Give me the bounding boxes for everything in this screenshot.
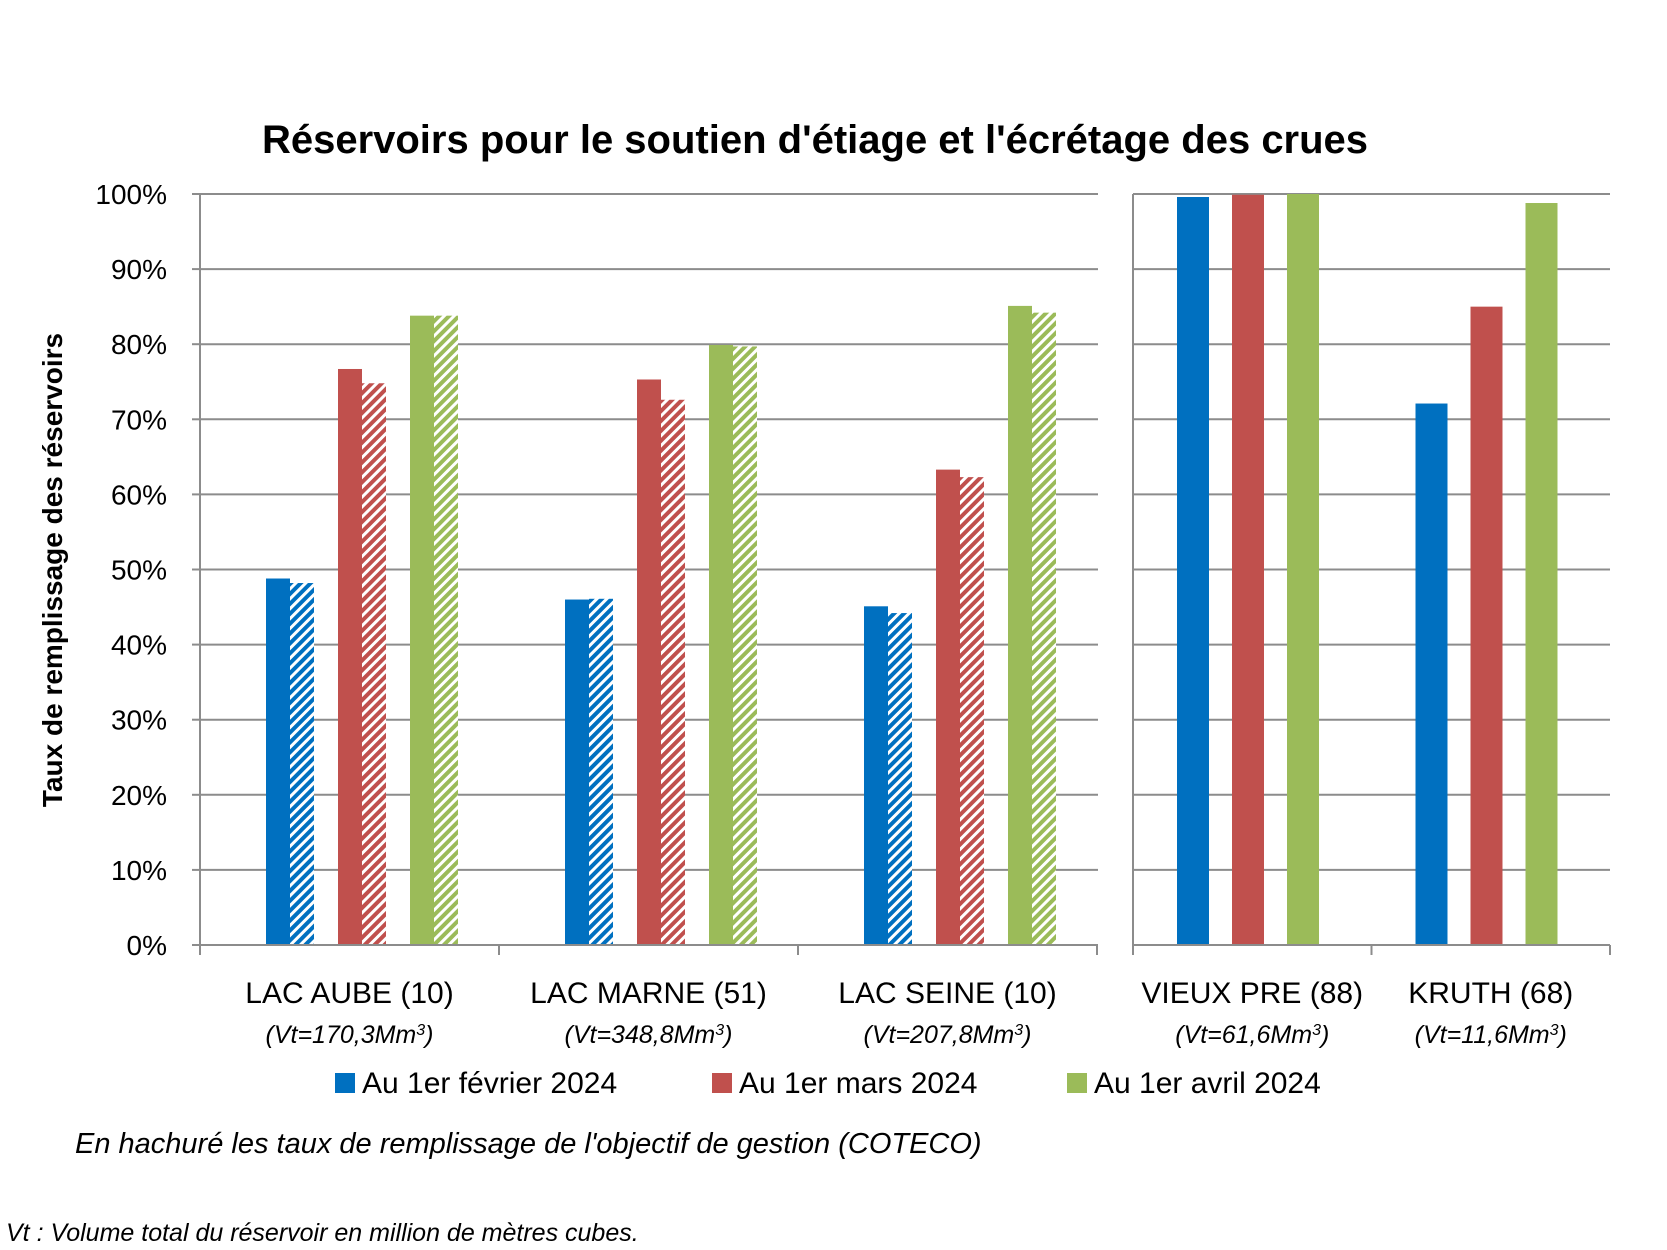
category-label: LAC AUBE (10): [245, 977, 453, 1010]
legend-swatch-avril: [1067, 1073, 1087, 1093]
category-volume-label: (Vt=348,8Mm3): [565, 1021, 733, 1049]
y-tick-label: 40%: [111, 630, 167, 661]
y-tick-label: 70%: [111, 404, 167, 435]
axes: [192, 193, 1611, 955]
legend-item-fevrier: Au 1er février 2024: [335, 1067, 617, 1100]
bar-mars: [1470, 306, 1503, 945]
bar-fevrier: [864, 606, 888, 945]
legend-item-mars: Au 1er mars 2024: [712, 1067, 977, 1100]
y-tick-label: 30%: [111, 705, 167, 736]
bar-objective-avril: [1032, 312, 1056, 946]
bar-objective-mars: [661, 399, 685, 945]
legend-label-fevrier: Au 1er février 2024: [362, 1067, 617, 1100]
bar-avril: [709, 344, 733, 945]
bars: [266, 194, 1558, 946]
bar-fevrier: [266, 578, 290, 945]
bar-objective-fevrier: [290, 583, 314, 945]
category-volume-label: (Vt=207,8Mm3): [864, 1021, 1032, 1049]
legend-swatch-mars: [712, 1073, 732, 1093]
category-label: LAC MARNE (51): [530, 977, 767, 1010]
category-volume-label: (Vt=61,6Mm3): [1175, 1021, 1329, 1049]
bar-objective-fevrier: [589, 598, 613, 945]
category-volume-label: (Vt=170,3Mm3): [266, 1021, 434, 1049]
legend: Au 1er février 2024 Au 1er mars 2024 Au …: [335, 1067, 1321, 1100]
hatch-note: En hachuré les taux de remplissage de l'…: [75, 1128, 982, 1160]
bar-objective-avril: [434, 315, 458, 945]
y-tick-label: 50%: [111, 555, 167, 586]
y-tick-label: 10%: [111, 855, 167, 886]
bar-objective-fevrier: [888, 613, 912, 945]
legend-item-avril: Au 1er avril 2024: [1067, 1067, 1321, 1100]
category-label: VIEUX PRE (88): [1141, 977, 1363, 1010]
legend-swatch-fevrier: [335, 1073, 355, 1093]
category-label: LAC SEINE (10): [838, 977, 1056, 1010]
chart-title: Réservoirs pour le soutien d'étiage et l…: [262, 118, 1368, 162]
bar-objective-mars: [960, 477, 984, 945]
bar-mars: [1232, 194, 1264, 946]
footnote: Vt : Volume total du réservoir en millio…: [6, 1219, 639, 1247]
bar-fevrier: [1415, 403, 1448, 945]
y-axis-label: Taux de remplissage des réservoirs: [37, 333, 68, 807]
bar-objective-avril: [733, 346, 757, 945]
bar-objective-mars: [362, 383, 386, 945]
y-tick-label: 60%: [111, 479, 167, 510]
axis-labels: 0% 10% 20% 30% 40% 50% 60% 70% 80% 90% 100% LAC AUB…: [95, 179, 1573, 1049]
category-volume-label: (Vt=11,6Mm3): [1415, 1021, 1567, 1049]
category-label: KRUTH (68): [1408, 977, 1573, 1010]
bar-fevrier: [565, 599, 589, 945]
y-tick-label: 80%: [111, 329, 167, 360]
y-tick-label: 100%: [95, 179, 167, 210]
bar-mars: [936, 469, 960, 945]
y-tick-label: 0%: [127, 930, 167, 961]
y-tick-label: 20%: [111, 780, 167, 811]
bar-mars: [637, 379, 661, 945]
bar-avril: [1525, 203, 1558, 946]
bar-fevrier: [1177, 197, 1209, 945]
y-tick-label: 90%: [111, 254, 167, 285]
bar-avril: [410, 315, 434, 945]
legend-label-avril: Au 1er avril 2024: [1094, 1067, 1321, 1100]
bar-avril: [1287, 194, 1319, 945]
bar-avril: [1008, 305, 1032, 945]
legend-label-mars: Au 1er mars 2024: [739, 1067, 977, 1100]
bar-mars: [338, 368, 362, 945]
